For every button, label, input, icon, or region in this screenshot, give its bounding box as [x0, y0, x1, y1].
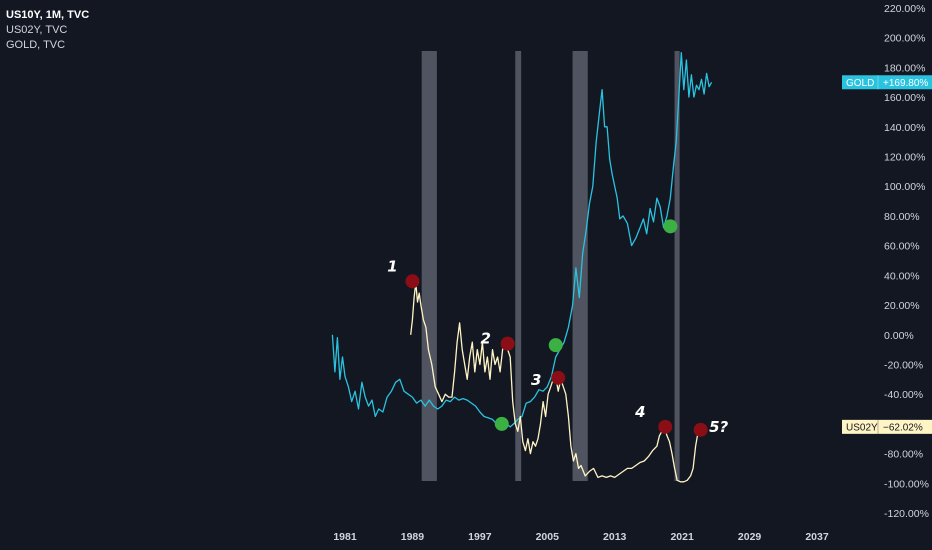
x-tick-label: 1989 — [401, 531, 425, 543]
y-tick-label: -20.00% — [884, 359, 923, 371]
x-tick-label: 2013 — [603, 531, 627, 543]
y-tick-label: 220.00% — [884, 3, 925, 15]
x-axis[interactable]: 1981 1989 1997 2005 2013 2021 2029 2037 — [333, 531, 829, 543]
x-tick-label: 2029 — [738, 531, 762, 543]
peak-marker-3 — [551, 370, 566, 385]
gold-tag-bg — [842, 75, 932, 90]
y-tick-label: 160.00% — [884, 92, 925, 104]
peak-marker-5 — [693, 422, 708, 437]
peak-marker-4 — [658, 419, 673, 434]
legend-us02y[interactable]: US02Y, TVC — [6, 24, 68, 36]
us02y-tag-name: US02Y — [846, 422, 878, 433]
recession-band-2 — [515, 51, 522, 481]
legend-gold[interactable]: GOLD, TVC — [6, 39, 66, 51]
y-tick-label: 120.00% — [884, 152, 925, 164]
gold-series — [331, 51, 713, 428]
us02y-tag-bg — [842, 419, 932, 434]
x-tick-label: 2021 — [670, 531, 694, 543]
x-tick-label: 2005 — [536, 531, 560, 543]
price-tags: GOLD +169.80% US02Y −62.02% — [842, 75, 932, 434]
trough-marker-7 — [548, 338, 563, 353]
y-tick-label: 180.00% — [884, 62, 925, 74]
x-tick-label: 1997 — [468, 531, 492, 543]
annotation-label-1: 1 — [387, 257, 397, 275]
annotation-label-2: 2 — [480, 330, 490, 348]
trough-marker-6 — [494, 416, 509, 431]
y-tick-label: -120.00% — [884, 508, 929, 520]
y-tick-label: 60.00% — [884, 241, 920, 253]
y-tick-label: 80.00% — [884, 211, 920, 223]
annotation-label-4: 4 — [634, 403, 645, 421]
y-tick-label: -40.00% — [884, 389, 923, 401]
y-tick-label: 20.00% — [884, 300, 920, 312]
peak-marker-1 — [405, 274, 420, 289]
y-tick-label: 140.00% — [884, 122, 925, 134]
us02y-tag-value: −62.02% — [883, 422, 923, 433]
y-tick-label: 100.00% — [884, 181, 925, 193]
gold-tag-name: GOLD — [846, 78, 874, 89]
y-tick-label: 0.00% — [884, 330, 914, 342]
y-tick-label: 40.00% — [884, 270, 920, 282]
gold-tag-value: +169.80% — [883, 78, 928, 89]
y-tick-label: 200.00% — [884, 33, 925, 45]
y-tick-label: -80.00% — [884, 449, 923, 461]
recession-bands — [421, 51, 680, 481]
legend-main-symbol[interactable]: US10Y, 1M, TVC — [6, 9, 90, 21]
x-tick-label: 1981 — [333, 531, 357, 543]
us02y-line — [410, 282, 702, 483]
y-tick-label: -100.00% — [884, 478, 929, 490]
annotation-label-5q: 5? — [709, 418, 728, 436]
trough-marker-8 — [663, 219, 678, 234]
us02y-price-tag: US02Y −62.02% — [842, 419, 932, 434]
us02y-series — [410, 282, 702, 483]
recession-band-4 — [674, 51, 680, 481]
annotation-label-3: 3 — [531, 371, 541, 389]
x-tick-label: 2037 — [805, 531, 829, 543]
event-markers: 1 2 3 4 5? — [387, 219, 729, 437]
recession-band-3 — [572, 51, 588, 481]
symbol-legend: US10Y, 1M, TVC US02Y, TVC GOLD, TVC — [6, 8, 89, 53]
gold-price-tag: GOLD +169.80% — [842, 75, 932, 90]
recession-band-1 — [421, 51, 437, 481]
peak-marker-2 — [500, 336, 515, 351]
gold-line — [331, 51, 713, 428]
